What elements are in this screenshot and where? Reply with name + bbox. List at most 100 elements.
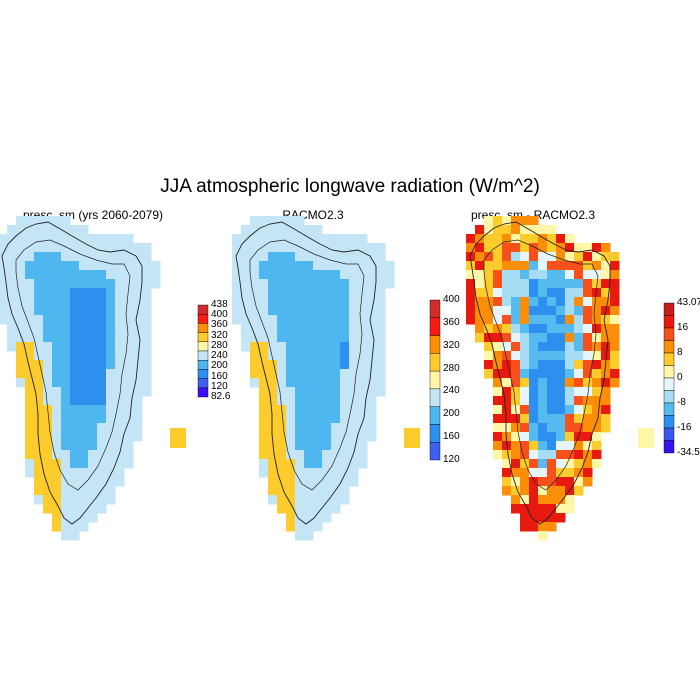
- grid-cell: [475, 243, 485, 253]
- grid-cell: [601, 369, 611, 379]
- grid-cell: [565, 261, 575, 271]
- grid-cell: [340, 315, 350, 325]
- grid-cell: [43, 459, 53, 469]
- grid-cell: [565, 234, 575, 244]
- grid-cell: [556, 270, 566, 280]
- grid-cell: [565, 342, 575, 352]
- grid-cell: [70, 225, 80, 235]
- coastline: [235, 221, 377, 525]
- grid-cell: [511, 234, 521, 244]
- grid-cell: [358, 297, 368, 307]
- grid-cell: [331, 477, 341, 487]
- grid-cell: [295, 234, 305, 244]
- grid-cell: [88, 333, 98, 343]
- grid-cell: [349, 477, 359, 487]
- colorbar-swatch: [429, 299, 441, 318]
- grid-cell: [286, 522, 296, 532]
- grid-cell: [295, 423, 305, 433]
- grid-cell: [484, 270, 494, 280]
- grid-cell: [376, 315, 386, 325]
- grid-cell: [142, 360, 152, 370]
- grid-cell: [583, 405, 593, 415]
- grid-cell: [88, 261, 98, 271]
- grid-cell: [97, 387, 107, 397]
- grid-cell: [25, 342, 35, 352]
- grid-cell: [52, 261, 62, 271]
- grid-cell: [340, 306, 350, 316]
- grid-cell: [97, 351, 107, 361]
- ice-sheet-margin: [15, 239, 131, 491]
- grid-cell: [277, 495, 287, 505]
- grid-cell: [97, 360, 107, 370]
- grid-cell: [52, 243, 62, 253]
- grid-cell: [529, 459, 539, 469]
- grid-cell: [331, 288, 341, 298]
- grid-cell: [61, 369, 71, 379]
- colorbar-label: 16: [677, 322, 689, 333]
- grid-cell: [61, 486, 71, 496]
- grid-cell: [493, 306, 503, 316]
- grid-cell: [502, 261, 512, 271]
- grid-cell: [106, 279, 116, 289]
- grid-cell: [97, 270, 107, 280]
- grid-cell: [268, 297, 278, 307]
- grid-cell: [115, 450, 125, 460]
- grid-cell: [565, 279, 575, 289]
- grid-cell: [286, 306, 296, 316]
- grid-cell: [79, 414, 89, 424]
- grid-cell: [547, 225, 557, 235]
- grid-cell: [295, 369, 305, 379]
- grid-cell: [304, 387, 314, 397]
- grid-cell: [133, 423, 143, 433]
- grid-cell: [97, 468, 107, 478]
- grid-cell: [259, 387, 269, 397]
- grid-cell: [313, 342, 323, 352]
- grid-cell: [97, 441, 107, 451]
- grid-cell: [313, 369, 323, 379]
- colorbar-swatch: [429, 442, 441, 461]
- grid-cell: [142, 261, 152, 271]
- grid-cell: [268, 369, 278, 379]
- grid-cell: [574, 351, 584, 361]
- grid-cell: [7, 306, 17, 316]
- grid-cell: [502, 423, 512, 433]
- grid-cell: [115, 288, 125, 298]
- grid-cell: [79, 369, 89, 379]
- grid-cell: [88, 495, 98, 505]
- grid-cell: [583, 360, 593, 370]
- grid-cell: [286, 486, 296, 496]
- grid-cell: [574, 297, 584, 307]
- grid-cell: [79, 351, 89, 361]
- grid-cell: [574, 459, 584, 469]
- grid-cell: [331, 423, 341, 433]
- grid-cell: [520, 378, 530, 388]
- colorbar-swatch: [663, 402, 675, 416]
- grid-cell: [520, 522, 530, 532]
- colorbar-swatch: [197, 341, 209, 352]
- grid-cell: [610, 252, 620, 262]
- grid-cell: [556, 378, 566, 388]
- grid-cell: [484, 279, 494, 289]
- grid-cell: [610, 324, 620, 334]
- grid-cell: [250, 216, 260, 226]
- grid-cell: [538, 225, 548, 235]
- grid-cell: [295, 252, 305, 262]
- grid-cell: [304, 414, 314, 424]
- grid-cell: [151, 279, 161, 289]
- grid-cell: [70, 387, 80, 397]
- island-cell: [646, 428, 654, 438]
- grid-cell: [277, 333, 287, 343]
- grid-cell: [340, 288, 350, 298]
- grid-cell: [538, 423, 548, 433]
- grid-cell: [385, 279, 395, 289]
- grid-cell: [331, 378, 341, 388]
- grid-cell: [592, 261, 602, 271]
- grid-cell: [259, 306, 269, 316]
- grid-cell: [70, 261, 80, 271]
- grid-cell: [16, 378, 26, 388]
- grid-cell: [259, 369, 269, 379]
- grid-cell: [286, 459, 296, 469]
- grid-cell: [115, 297, 125, 307]
- grid-cell: [502, 468, 512, 478]
- grid-cell: [493, 333, 503, 343]
